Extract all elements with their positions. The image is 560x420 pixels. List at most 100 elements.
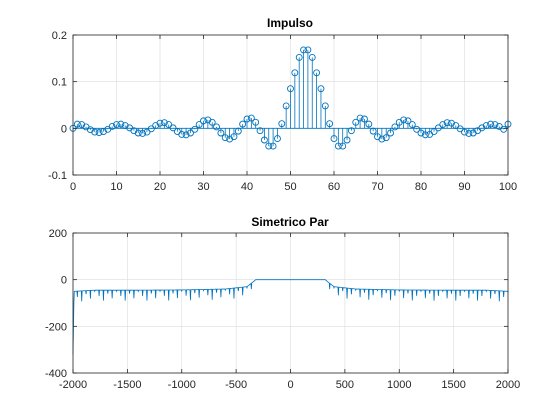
x-tick-label: 70 — [371, 181, 383, 193]
stem-marker — [265, 142, 273, 150]
stem-marker — [234, 127, 242, 135]
stem-marker — [326, 120, 334, 128]
stem-marker — [456, 125, 464, 133]
stem-marker — [491, 121, 499, 129]
stem-marker — [178, 130, 186, 138]
stem-marker — [378, 135, 386, 143]
x-tick-label: 20 — [154, 181, 166, 193]
x-tick-label: 90 — [458, 181, 470, 193]
stem-marker — [461, 128, 468, 136]
stem-marker — [382, 134, 390, 142]
stem-marker — [139, 130, 147, 137]
stem-marker — [482, 122, 490, 129]
stem-marker — [304, 46, 312, 54]
stem-marker — [252, 118, 260, 126]
stem-marker — [439, 121, 447, 129]
x-tick-label: 2000 — [496, 379, 520, 391]
stem-marker — [221, 134, 229, 142]
stem-marker — [186, 129, 194, 137]
stem-marker — [182, 131, 190, 139]
stem-marker — [317, 85, 325, 93]
x-tick-label: 500 — [336, 379, 354, 391]
x-tick-label: 30 — [197, 181, 209, 193]
stem-marker — [300, 46, 307, 54]
subplot-simetrico-par: Simetrico Par -2000 -1500 -1000 -500 0 500 100… — [45, 215, 520, 391]
stem-marker — [365, 120, 373, 128]
stem-marker — [339, 142, 347, 150]
stem-marker — [400, 116, 408, 124]
stem-marker — [413, 125, 421, 133]
stem-marker — [361, 115, 368, 123]
stem-marker — [434, 124, 442, 132]
stem-marker — [95, 129, 103, 136]
x-tick-label: 0 — [287, 379, 293, 391]
chart-title: Impulso — [267, 16, 313, 30]
stem-marker — [260, 136, 268, 144]
stem-marker — [108, 123, 116, 130]
stem-marker — [295, 53, 303, 61]
axis-ticks: -2000 -1500 -1000 -500 0 500 1000 1500 2000-400-… — [45, 228, 520, 391]
stem-marker — [321, 102, 329, 110]
stem-marker — [308, 53, 316, 61]
x-tick-label: 80 — [415, 181, 427, 193]
stem-marker — [169, 124, 177, 132]
stem-marker — [443, 119, 451, 127]
stem-marker — [430, 128, 438, 136]
plot-area — [69, 46, 512, 150]
stem-marker — [452, 122, 460, 129]
stem-marker — [247, 114, 255, 122]
stem-marker — [334, 142, 342, 150]
stem-marker — [143, 128, 151, 136]
stem-marker — [369, 127, 377, 135]
stem-marker — [156, 119, 164, 127]
stem-marker — [391, 123, 399, 131]
axis-ticks: 0 10 20 30 40 50 60 70 80 90 100-0.100.10.2 — [48, 30, 517, 193]
stem-marker — [200, 117, 207, 125]
y-tick-label: -200 — [45, 321, 67, 333]
y-tick-label: 0.2 — [52, 30, 67, 42]
x-tick-label: 1500 — [441, 379, 465, 391]
grid — [72, 232, 509, 374]
x-tick-label: 10 — [110, 181, 122, 193]
stem-marker — [73, 120, 81, 128]
stem-marker — [217, 129, 225, 137]
stem-marker — [113, 121, 120, 129]
stem-marker — [195, 121, 203, 129]
stem-marker — [421, 131, 429, 139]
stem-marker — [208, 118, 216, 126]
x-tick-label: -2000 — [59, 379, 87, 391]
stem-marker — [330, 135, 338, 143]
x-tick-label: -1000 — [168, 379, 196, 391]
stem-marker — [91, 128, 99, 136]
stem-marker — [165, 121, 173, 129]
y-tick-label: 0.1 — [52, 77, 67, 89]
stem-marker — [500, 125, 508, 133]
x-tick-label: 0 — [70, 181, 76, 193]
x-tick-label: -500 — [225, 379, 247, 391]
stem-marker — [134, 129, 142, 137]
stem-marker — [408, 121, 416, 129]
stem-marker — [243, 115, 251, 123]
stem-marker — [256, 127, 264, 135]
stem-marker — [387, 129, 394, 137]
stem-marker — [269, 142, 277, 150]
stem-marker — [352, 118, 360, 126]
stem-marker — [404, 117, 412, 125]
y-tick-label: 200 — [49, 228, 67, 240]
x-tick-label: 50 — [284, 181, 296, 193]
subplot-impulso: Impulso 0 10 20 30 40 50 60 70 80 90 100-0.100.10.… — [48, 16, 517, 193]
stem-marker — [191, 125, 199, 133]
stem-marker — [160, 119, 168, 127]
stem-marker — [417, 129, 425, 137]
x-tick-label: 60 — [328, 181, 340, 193]
stem-marker — [347, 127, 355, 135]
y-tick-label: 0 — [61, 123, 67, 135]
stem-marker — [213, 123, 221, 131]
stem-marker — [313, 69, 321, 77]
stem-marker — [343, 136, 351, 144]
x-tick-label: 40 — [241, 181, 253, 193]
stem-marker — [291, 69, 299, 77]
series-line — [72, 279, 509, 355]
y-tick-label: 0 — [61, 275, 67, 287]
